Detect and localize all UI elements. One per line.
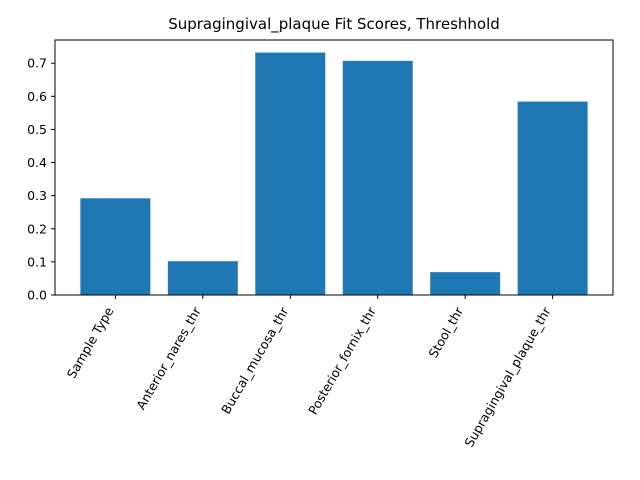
bar-3: [255, 52, 326, 296]
bars-group: [80, 52, 588, 296]
y-tick-label: 0.5: [27, 122, 47, 137]
x-tick-label: Buccal_mucosa_thr: [218, 304, 292, 417]
y-tick-label: 0.4: [27, 155, 47, 170]
x-tick-label: Supragingival_plaque_thr: [461, 304, 554, 450]
x-tick-label: Anterior_nares_thr: [133, 304, 204, 412]
bar-6: [517, 101, 588, 295]
y-tick-label: 0.7: [27, 56, 47, 71]
x-tick-label: Posterior_fornix_thr: [305, 304, 379, 417]
y-tick-label: 0.6: [27, 89, 47, 104]
y-tick-label: 0.2: [27, 221, 47, 236]
y-axis: 0.0 0.1 0.2 0.3 0.4 0.5 0.6 0.7: [27, 56, 55, 303]
x-axis: Sample Type Anterior_nares_thr Buccal_muco…: [64, 295, 554, 450]
plot-frame: [54, 39, 614, 296]
bar-4: [342, 60, 413, 296]
bar-5: [430, 272, 501, 295]
chart-title: Supragingival_plaque Fit Scores, Threshh…: [168, 15, 500, 34]
x-tick-label: Stool_thr: [425, 304, 466, 361]
y-tick-label: 0.3: [27, 188, 47, 203]
y-tick-label: 0.1: [27, 254, 47, 269]
bar-2: [167, 261, 238, 295]
x-tick-label: Sample Type: [64, 304, 117, 381]
y-tick-label: 0.0: [27, 288, 47, 303]
bar-1: [80, 198, 151, 295]
